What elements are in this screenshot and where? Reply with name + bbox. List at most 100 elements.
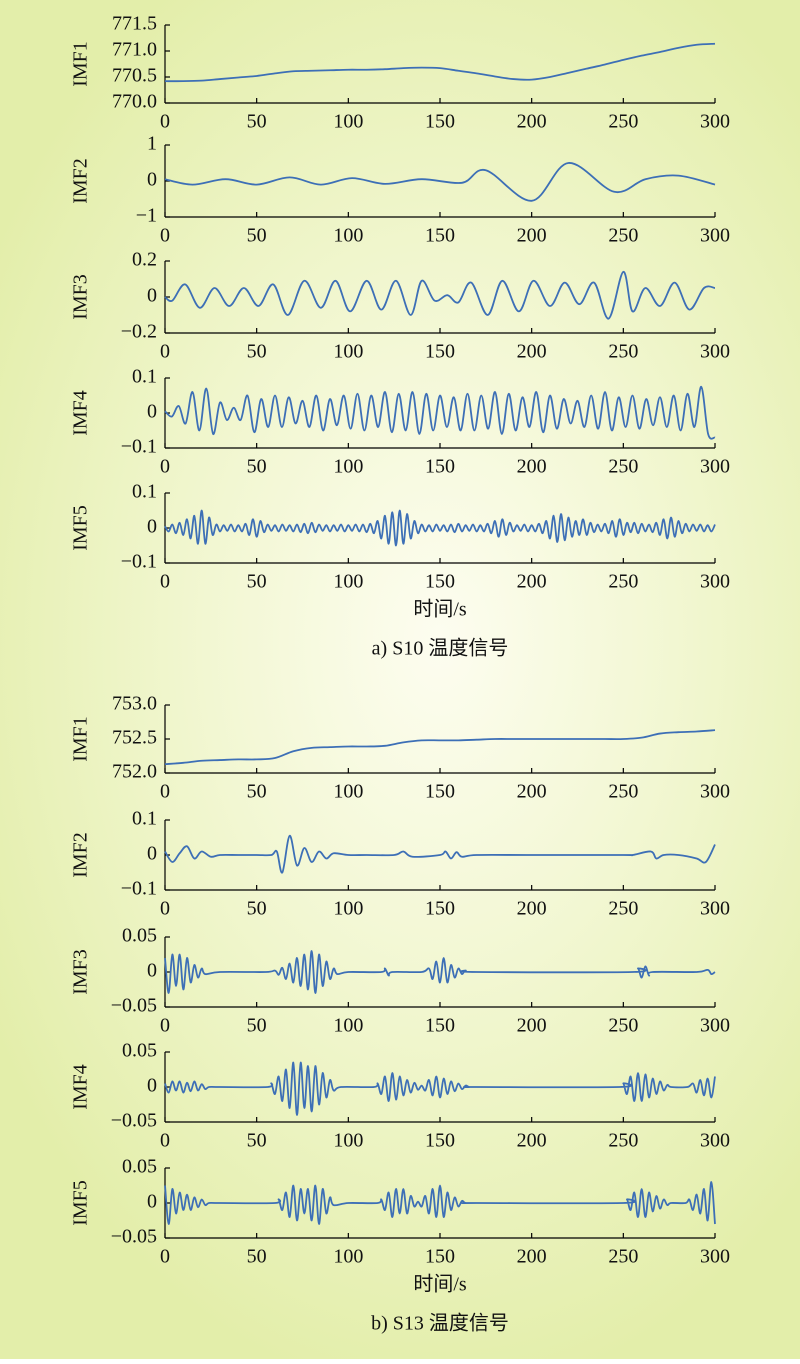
- y-axis-label: IMF2: [70, 158, 92, 204]
- x-tick-label: 150: [425, 898, 455, 920]
- y-axis-label: IMF3: [70, 274, 92, 320]
- x-tick-label: 150: [425, 456, 455, 478]
- y-axis-label: IMF1: [70, 41, 92, 87]
- caption: a) S10 温度信号: [372, 637, 509, 660]
- signal-line: [164, 385, 716, 440]
- y-tick-label: 770.0: [112, 91, 157, 113]
- y-axis-label: IMF2: [70, 832, 92, 878]
- x-tick-label: 150: [425, 1015, 455, 1037]
- x-tick-label: 300: [700, 456, 730, 478]
- x-tick-label: 100: [333, 1246, 363, 1268]
- x-tick-label: 150: [425, 571, 455, 593]
- x-tick-label: 300: [700, 1130, 730, 1152]
- y-tick-label: 752.5: [112, 727, 157, 749]
- x-tick-label: 250: [608, 111, 638, 133]
- x-tick-label: 50: [247, 1246, 267, 1268]
- x-tick-label: 300: [700, 111, 730, 133]
- x-tick-label: 0: [160, 225, 170, 247]
- y-tick-label: 0: [147, 516, 157, 538]
- x-tick-label: 50: [247, 1015, 267, 1037]
- x-tick-label: 300: [700, 1015, 730, 1037]
- y-tick-label: −0.1: [121, 436, 157, 458]
- x-tick-label: 300: [700, 225, 730, 247]
- signal-line: [164, 162, 716, 202]
- signal-line: [164, 509, 716, 547]
- signal-line: [164, 729, 716, 766]
- x-tick-label: 0: [160, 898, 170, 920]
- x-tick-label: 0: [160, 1015, 170, 1037]
- y-tick-label: 0.1: [132, 481, 157, 503]
- x-tick-label: 0: [160, 1130, 170, 1152]
- x-tick-label: 50: [247, 341, 267, 363]
- y-tick-label: 770.5: [112, 65, 157, 87]
- x-tick-label: 250: [608, 1130, 638, 1152]
- x-tick-label: 100: [333, 456, 363, 478]
- x-tick-label: 100: [333, 571, 363, 593]
- y-tick-label: −0.05: [111, 1226, 157, 1248]
- signal-line: [164, 1061, 716, 1116]
- y-tick-label: 0: [147, 169, 157, 191]
- y-tick-label: 0: [147, 1075, 157, 1097]
- y-tick-label: −0.05: [111, 995, 157, 1017]
- y-tick-label: 0.05: [122, 1156, 157, 1178]
- signal-line: [164, 834, 716, 874]
- x-tick-label: 250: [608, 571, 638, 593]
- x-tick-label: 100: [333, 898, 363, 920]
- x-tick-label: 300: [700, 1246, 730, 1268]
- y-tick-label: 0.2: [132, 249, 157, 271]
- y-tick-label: 0: [147, 285, 157, 307]
- y-tick-label: −1: [136, 205, 157, 227]
- x-tick-label: 250: [608, 898, 638, 920]
- x-tick-label: 200: [517, 225, 547, 247]
- x-axis-label: 时间/s: [413, 1273, 467, 1296]
- x-tick-label: 250: [608, 225, 638, 247]
- x-tick-label: 200: [517, 1246, 547, 1268]
- x-tick-label: 300: [700, 898, 730, 920]
- y-tick-label: 0.05: [122, 1040, 157, 1062]
- y-tick-label: 0: [147, 843, 157, 865]
- y-tick-label: 771.0: [112, 39, 157, 61]
- x-tick-label: 100: [333, 225, 363, 247]
- x-tick-label: 50: [247, 571, 267, 593]
- y-axis-label: IMF3: [70, 949, 92, 995]
- y-tick-label: 0: [147, 401, 157, 423]
- signal-line: [164, 42, 716, 83]
- y-tick-label: 0: [147, 1191, 157, 1213]
- x-tick-label: 50: [247, 225, 267, 247]
- x-tick-label: 100: [333, 1015, 363, 1037]
- x-tick-label: 250: [608, 341, 638, 363]
- x-tick-label: 300: [700, 571, 730, 593]
- x-tick-label: 150: [425, 225, 455, 247]
- x-tick-label: 250: [608, 456, 638, 478]
- caption: b) S13 温度信号: [371, 1312, 509, 1335]
- y-axis-label: IMF4: [70, 1064, 92, 1110]
- x-tick-label: 150: [425, 781, 455, 803]
- y-axis-label: IMF5: [70, 1180, 92, 1226]
- x-tick-label: 150: [425, 111, 455, 133]
- x-tick-label: 200: [517, 456, 547, 478]
- x-tick-label: 0: [160, 456, 170, 478]
- y-tick-label: 0: [147, 960, 157, 982]
- y-tick-label: 0.1: [132, 366, 157, 388]
- x-tick-label: 0: [160, 571, 170, 593]
- x-tick-label: 150: [425, 1130, 455, 1152]
- signal-line: [164, 950, 716, 994]
- x-tick-label: 200: [517, 781, 547, 803]
- y-tick-label: −0.1: [121, 878, 157, 900]
- x-tick-label: 50: [247, 1130, 267, 1152]
- x-tick-label: 0: [160, 111, 170, 133]
- x-tick-label: 100: [333, 1130, 363, 1152]
- x-tick-label: 250: [608, 781, 638, 803]
- y-tick-label: 753.0: [112, 693, 157, 715]
- x-tick-label: 100: [333, 781, 363, 803]
- x-tick-label: 100: [333, 341, 363, 363]
- x-tick-label: 200: [517, 341, 547, 363]
- x-tick-label: 50: [247, 456, 267, 478]
- x-tick-label: 200: [517, 571, 547, 593]
- y-axis-label: IMF4: [70, 390, 92, 436]
- y-tick-label: 0.05: [122, 925, 157, 947]
- x-tick-label: 200: [517, 898, 547, 920]
- y-tick-label: −0.05: [111, 1110, 157, 1132]
- y-tick-label: −0.2: [121, 321, 157, 343]
